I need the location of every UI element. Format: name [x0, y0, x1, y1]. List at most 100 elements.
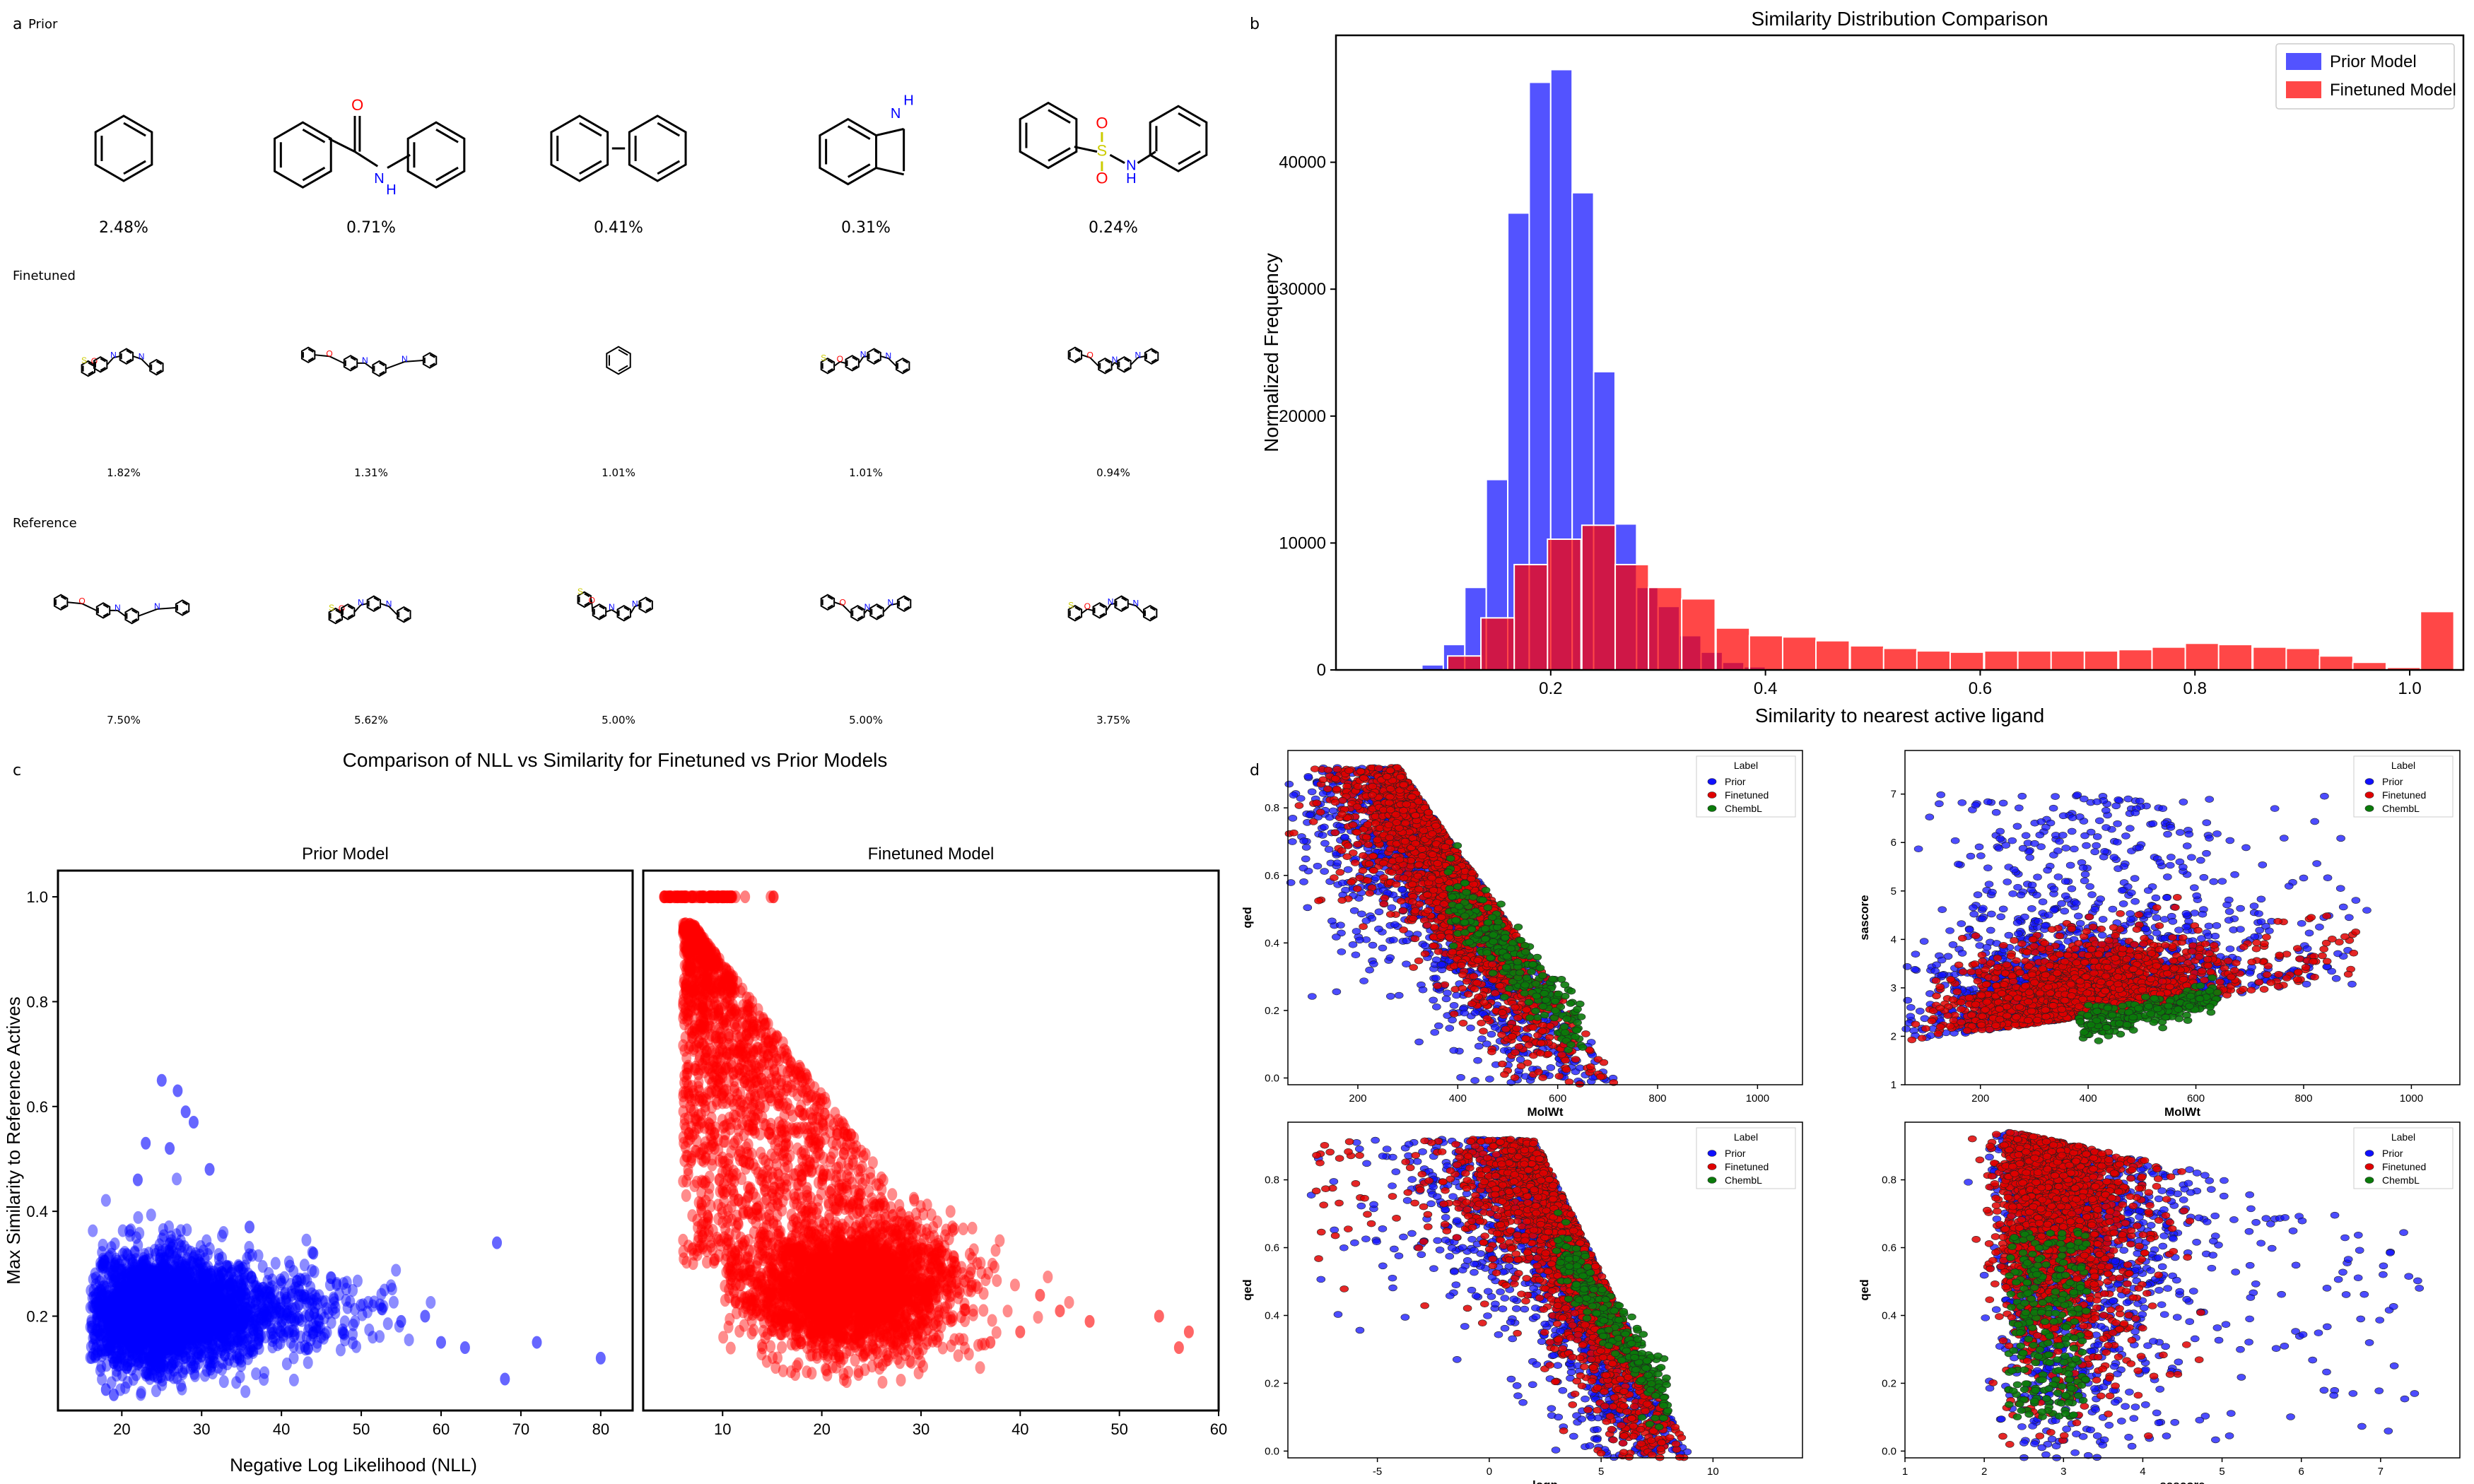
scatter-point — [139, 1273, 149, 1287]
scatter-point — [101, 1300, 112, 1314]
scatter-point — [693, 1035, 704, 1049]
scatter-point — [168, 1371, 179, 1384]
scatter-point — [136, 1321, 146, 1335]
scatter-point — [136, 1273, 146, 1286]
scatter-point — [284, 1324, 295, 1338]
scatter-point — [135, 1315, 146, 1329]
scatter-point — [168, 1326, 179, 1340]
scatter-point — [204, 1358, 215, 1371]
scatter-point — [163, 1288, 173, 1301]
scatter-point — [765, 1090, 775, 1104]
scatter-point — [213, 1253, 224, 1266]
scatter-point — [97, 1372, 107, 1386]
scatter-point — [123, 1329, 134, 1342]
scatter-point — [199, 1369, 210, 1382]
scatter-point — [247, 1344, 257, 1358]
x-tick-label: 0.2 — [1539, 679, 1562, 698]
scatter-point — [173, 1282, 184, 1295]
scatter-point — [117, 1368, 127, 1382]
histogram-title: Similarity Distribution Comparison — [1751, 8, 2048, 30]
scatter-point — [254, 1333, 264, 1347]
scatter-point — [192, 1329, 203, 1343]
scatter-point — [109, 1288, 119, 1301]
scatter-point — [304, 1320, 315, 1333]
scatter-point — [678, 1011, 688, 1025]
scatter-point — [151, 1327, 162, 1341]
scatter-point — [160, 1252, 171, 1266]
scatter-point — [264, 1290, 275, 1304]
scatter-point — [326, 1271, 336, 1285]
molecule-frequency-label: 0.94% — [1043, 466, 1184, 479]
scatter-point — [117, 1331, 128, 1344]
scatter-point — [151, 1349, 162, 1362]
scatter-point — [149, 1305, 160, 1319]
scatter-point — [329, 1292, 339, 1306]
scatter-point — [136, 1259, 147, 1273]
scatter-point — [687, 1080, 698, 1093]
scatter-point — [342, 1301, 353, 1314]
scatter-point — [135, 1301, 146, 1314]
scatter-point — [113, 1290, 124, 1303]
scatter-point — [108, 1356, 119, 1370]
scatter-point — [678, 996, 688, 1010]
scatter-point — [678, 1244, 688, 1258]
scatter-point — [106, 1300, 117, 1314]
scatter-point — [220, 1295, 230, 1308]
scatter-point — [164, 1264, 175, 1277]
scatter-point — [679, 1095, 689, 1109]
finetuned-scatter-points — [659, 890, 1194, 1389]
scatter-point — [197, 1278, 208, 1292]
molecule-frequency-label: 1.31% — [300, 466, 442, 479]
scatter-point — [110, 1237, 120, 1251]
histogram-bar — [1849, 644, 1885, 671]
scatter-point — [131, 1354, 141, 1367]
scatter-point — [220, 1305, 230, 1318]
scatter-point — [109, 1388, 119, 1401]
scatter-point — [156, 1297, 167, 1311]
scatter-point — [233, 1313, 244, 1326]
scatter-point — [151, 1291, 161, 1305]
histogram-bar — [1547, 538, 1582, 671]
scatter-point — [177, 1301, 188, 1314]
scatter-point — [300, 1309, 311, 1323]
scatter-point — [102, 1322, 113, 1336]
scatter-point — [92, 1309, 102, 1322]
scatter-point — [231, 1309, 242, 1322]
scatter-point — [713, 1085, 723, 1098]
scatter-point — [662, 890, 673, 904]
scatter-point — [218, 1375, 229, 1389]
scatter-point — [117, 1338, 128, 1351]
scatter-point — [291, 1275, 302, 1288]
scatter-point — [216, 1302, 226, 1315]
histogram-bar — [2151, 646, 2186, 671]
scatter-point — [137, 1306, 148, 1319]
scatter-point — [187, 1302, 197, 1316]
scatter-point — [283, 1255, 294, 1268]
scatter-point — [133, 1295, 143, 1309]
scatter-point — [208, 1355, 218, 1369]
scatter-point — [108, 1307, 119, 1320]
scatter-point — [122, 1314, 132, 1327]
molecule-frequency-label: 7.50% — [53, 714, 194, 726]
scatter-point — [135, 1297, 146, 1311]
scatter-point — [219, 1278, 230, 1291]
scatter-point — [138, 1338, 148, 1352]
scatter-point — [98, 1309, 108, 1323]
scatter-point — [210, 1305, 221, 1318]
scatter-point — [218, 1297, 228, 1310]
scatter-point — [144, 1317, 155, 1331]
scatter-point — [88, 1290, 99, 1303]
x-tick-label: 40 — [273, 1420, 290, 1438]
scatter-point — [288, 1373, 299, 1386]
scatter-point — [129, 1330, 140, 1343]
scatter-point — [207, 1271, 218, 1284]
scatter-point — [249, 1279, 259, 1292]
scatter-point — [368, 1331, 378, 1344]
scatter-point — [106, 1241, 117, 1254]
scatter-point — [193, 1324, 204, 1337]
scatter-point — [165, 1142, 175, 1155]
scatter-point — [238, 1317, 248, 1330]
scatter-point — [857, 1160, 867, 1174]
scatter-point — [190, 1306, 201, 1319]
